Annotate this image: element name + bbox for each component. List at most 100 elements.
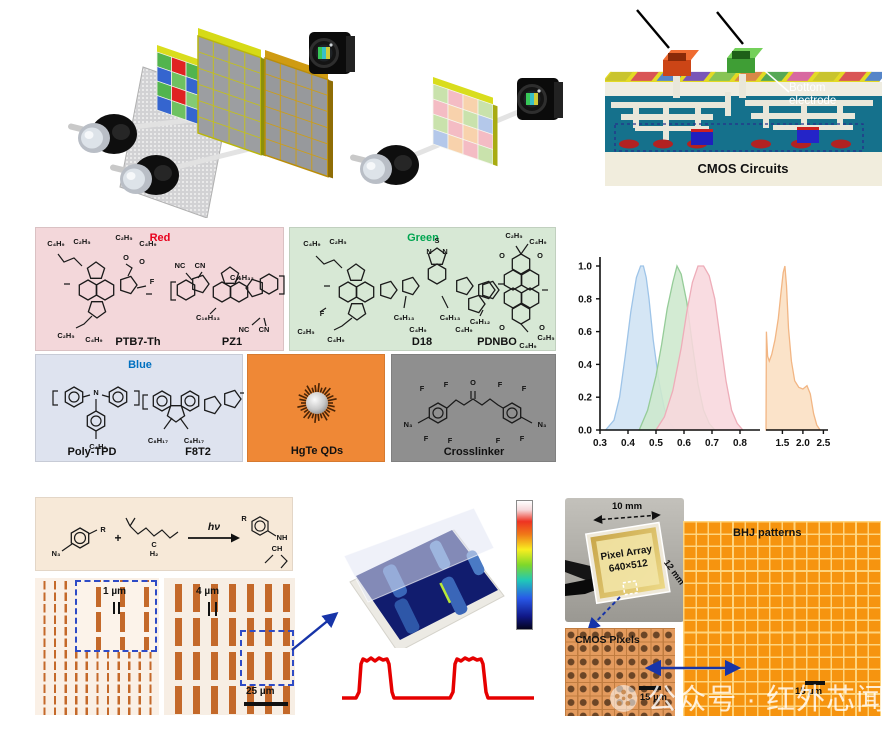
substituent-label: O bbox=[123, 253, 129, 262]
x-tick-label: 0.8 bbox=[733, 438, 747, 449]
micrograph-inset-box: 1 µm bbox=[75, 580, 157, 652]
nh-label: NH bbox=[277, 533, 288, 542]
substituent-label: F bbox=[150, 277, 155, 286]
substituent-label: NC bbox=[175, 261, 186, 270]
detector-array-left bbox=[197, 27, 266, 157]
scale-label: 4 µm bbox=[196, 586, 219, 597]
cmos-circuits-label: CMOS Circuits bbox=[697, 161, 788, 176]
substituent-label: C₁₆H₃₃ bbox=[196, 313, 220, 322]
pixel-array-chip: Pixel Array 640×512 bbox=[584, 521, 671, 605]
substituent-label: N bbox=[93, 388, 98, 397]
arrow-pixels-bhj bbox=[644, 659, 742, 677]
substituent-label: C₁₆H₃₃ bbox=[230, 273, 254, 282]
cmos-pixels-label: CMOS Pixels bbox=[575, 634, 640, 646]
arrow-to-afm bbox=[291, 612, 339, 651]
absorption-spectra-chart: 0.3 0.4 0.5 0.6 0.7 0.8 1.5 2.0 2.5 0.0 0.2 0.4 0.6 0… bbox=[578, 257, 831, 449]
substituent-label: C₂H₅ bbox=[329, 237, 346, 246]
scale-bar bbox=[244, 702, 288, 706]
y-tick-label: 0.2 bbox=[578, 393, 592, 404]
substituent-label: C₈H₁₇ bbox=[148, 436, 168, 445]
series-red-absorber bbox=[654, 265, 745, 431]
substituent-label: F bbox=[520, 434, 525, 443]
series-hgte-qds-ir bbox=[765, 265, 822, 431]
substituent-label: CN bbox=[195, 261, 206, 270]
y-tick-label: 0.0 bbox=[578, 426, 592, 437]
ptb7-th-structure bbox=[57, 253, 152, 329]
y-tick-label: 0.8 bbox=[578, 294, 592, 305]
y-tick-label: 0.6 bbox=[578, 327, 592, 338]
camera-cube-right bbox=[515, 76, 565, 122]
h2-label: H₂ bbox=[150, 549, 159, 558]
pastel-filter-array bbox=[432, 77, 498, 167]
substituent-label: C₂H₅ bbox=[115, 233, 132, 242]
x-tick-label: 1.5 bbox=[775, 438, 789, 449]
line-profile-plot bbox=[342, 656, 534, 700]
optical-setup-diagram bbox=[67, 27, 565, 218]
substituent-label: C₄H₉ bbox=[139, 239, 157, 248]
substituent-label: CN bbox=[259, 325, 270, 334]
material-name: Crosslinker bbox=[444, 446, 505, 458]
lens-assembly-1 bbox=[67, 114, 137, 154]
substituent-label: C₄H₉ bbox=[47, 239, 65, 248]
material-name: HgTe QDs bbox=[291, 445, 343, 457]
blue-title: Blue bbox=[128, 359, 152, 371]
red-electrode-cell bbox=[663, 50, 699, 76]
width-marker bbox=[113, 602, 120, 614]
substituent-label: O bbox=[499, 251, 505, 260]
substituent-label: N bbox=[426, 247, 431, 256]
substituent-label: F bbox=[320, 309, 325, 318]
scale-label: 25 µm bbox=[246, 686, 275, 697]
substituent-label: O bbox=[139, 257, 145, 266]
substituent-label: C₆H₁₃ bbox=[440, 313, 461, 322]
material-name: PZ1 bbox=[222, 336, 242, 348]
substituent-label: O bbox=[539, 323, 545, 332]
scale-label: 1 µm bbox=[103, 586, 126, 597]
scale-bar bbox=[639, 686, 661, 690]
substituent-label: C₂H₅ bbox=[73, 237, 90, 246]
substituent-label: F bbox=[522, 384, 527, 393]
x-tick-label: 0.7 bbox=[705, 438, 719, 449]
substituent-label: C₂H₅ bbox=[537, 333, 554, 342]
x-tick-label: 0.3 bbox=[593, 438, 607, 449]
height-colorbar bbox=[516, 500, 533, 630]
ch-label: CH bbox=[272, 544, 283, 553]
x-tick-label: 0.4 bbox=[621, 438, 635, 449]
substituent-label: N₃ bbox=[404, 420, 413, 429]
green-electrode-cell bbox=[727, 48, 763, 73]
afm-3d-topography bbox=[343, 507, 505, 648]
material-name: F8T2 bbox=[185, 446, 211, 458]
substituent-label: C₄H₉ bbox=[303, 239, 321, 248]
substituent-label: C₄H₉ bbox=[327, 335, 345, 344]
substituent-label: C₄H₉ bbox=[409, 325, 427, 334]
micrograph-coarse-pattern: 4 µm 25 µm bbox=[164, 578, 295, 715]
x-tick-label: 0.6 bbox=[677, 438, 691, 449]
quantum-dot-illustration bbox=[297, 383, 337, 423]
polytpd-structure bbox=[52, 386, 140, 439]
arrow-chip-to-pixels bbox=[587, 596, 621, 631]
chip-width-label: 10 mm bbox=[612, 501, 642, 512]
substituent-label: F bbox=[444, 380, 449, 389]
reaction-scheme: N₃ R + C H₂ hν R NH CH bbox=[35, 497, 293, 571]
carbon-label: C bbox=[151, 540, 157, 549]
substituent-label: C₂H₅ bbox=[297, 327, 314, 336]
scale-label: 15 µm bbox=[639, 692, 667, 703]
material-name: D18 bbox=[412, 336, 432, 348]
substituent-label: F bbox=[496, 436, 501, 445]
via-contacts bbox=[619, 127, 851, 149]
d18-structure bbox=[315, 247, 504, 331]
x-tick-label: 2.0 bbox=[796, 438, 810, 449]
substituent-label: O bbox=[499, 323, 505, 332]
zoom-region-box bbox=[622, 579, 639, 596]
substituent-label: C₄H₉ bbox=[85, 335, 103, 344]
leader-line bbox=[716, 11, 744, 45]
material-box-red: Red bbox=[35, 227, 285, 351]
crosslinker-structure bbox=[417, 391, 533, 424]
material-box-hgte: HgTe QDs bbox=[247, 354, 385, 462]
x-tick-label: 2.5 bbox=[816, 438, 830, 449]
substituent-label: O bbox=[537, 251, 543, 260]
bhj-label: BHJ patterns bbox=[733, 527, 802, 539]
substituent-label: C₄H₉ bbox=[455, 325, 473, 334]
pz1-structure bbox=[170, 266, 285, 327]
substituent-label: C₂H₅ bbox=[505, 231, 522, 240]
